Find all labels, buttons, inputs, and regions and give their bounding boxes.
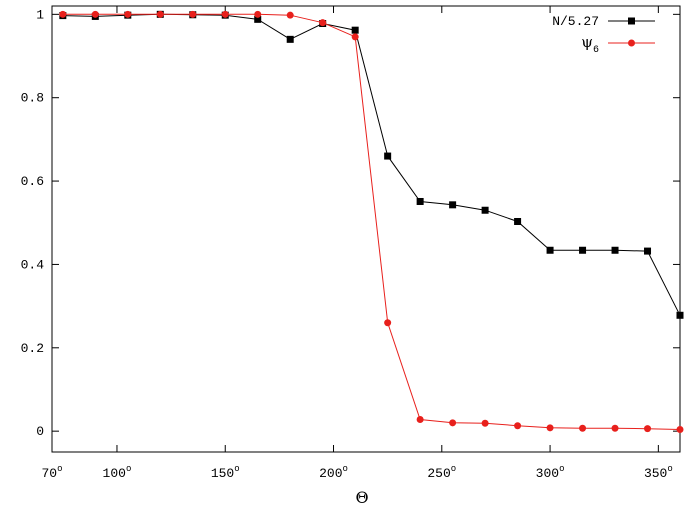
- data-point-circle: [416, 415, 424, 423]
- x-tick-label-value: 200: [319, 466, 342, 481]
- plot-frame: [51, 5, 681, 453]
- data-point-square: [416, 197, 424, 205]
- data-point-square: [384, 152, 392, 160]
- x-tick-label: 350o: [644, 464, 673, 481]
- x-tick-label-degree: o: [667, 464, 672, 474]
- data-point-circle: [384, 319, 392, 327]
- y-tick-label: 0.8: [21, 91, 44, 106]
- x-tick-label: 150o: [211, 464, 240, 481]
- data-point-square: [546, 246, 554, 254]
- x-tick-label: 70o: [41, 464, 62, 481]
- data-point-square: [644, 247, 652, 255]
- x-tick-label-value: 300: [536, 466, 559, 481]
- x-tick-label-degree: o: [343, 464, 348, 474]
- data-point-square: [514, 217, 522, 225]
- x-tick-label: 100o: [103, 464, 132, 481]
- series-line-2: [62, 13, 681, 430]
- legend-label-2: ψ6: [581, 33, 599, 56]
- data-point-circle: [514, 422, 522, 430]
- data-point-circle: [546, 424, 554, 432]
- data-point-circle: [156, 10, 164, 18]
- x-tick-label: 300o: [536, 464, 565, 481]
- data-point-square: [579, 246, 587, 254]
- data-point-circle: [676, 425, 684, 433]
- data-point-circle: [579, 424, 587, 432]
- data-point-circle: [189, 10, 197, 18]
- legend-label-name: ψ: [581, 33, 593, 51]
- x-tick-label: 250o: [427, 464, 456, 481]
- series-line-1: [62, 13, 681, 316]
- data-point-circle: [286, 11, 294, 19]
- x-tick-label-degree: o: [559, 464, 564, 474]
- data-point-circle: [91, 10, 99, 18]
- x-tick-label-degree: o: [126, 464, 131, 474]
- data-point-circle: [644, 425, 652, 433]
- data-point-circle: [254, 10, 262, 18]
- data-point-square: [286, 35, 294, 43]
- x-tick-label: 200o: [319, 464, 348, 481]
- legend-marker-circle: [628, 39, 635, 47]
- data-point-circle: [351, 33, 359, 41]
- x-tick-label-value: 150: [211, 466, 234, 481]
- y-tick-label: 1: [36, 7, 44, 22]
- x-axis-title: Θ: [355, 488, 368, 507]
- y-tick-label: 0.4: [21, 257, 45, 272]
- legend-marker-square: [628, 17, 635, 25]
- data-point-circle: [124, 10, 132, 18]
- data-point-square: [351, 26, 359, 34]
- data-point-square: [449, 201, 457, 209]
- series-layer: [59, 10, 684, 433]
- data-point-circle: [59, 10, 67, 18]
- data-point-circle: [611, 424, 619, 432]
- data-point-square: [611, 246, 619, 254]
- x-tick-label-value: 100: [103, 466, 126, 481]
- y-tick-label: 0.2: [21, 341, 44, 356]
- y-tick-label: 0.6: [21, 174, 44, 189]
- x-tick-label-value: 250: [427, 466, 450, 481]
- data-point-circle: [481, 419, 489, 427]
- x-tick-label-value: 70: [41, 466, 57, 481]
- data-point-circle: [319, 19, 327, 27]
- x-tick-label-degree: o: [57, 464, 62, 474]
- x-tick-label-degree: o: [451, 464, 456, 474]
- data-point-circle: [221, 10, 229, 18]
- x-tick-label-degree: o: [234, 464, 239, 474]
- legend: N/5.27 ψ6: [552, 14, 655, 56]
- data-point-square: [481, 206, 489, 214]
- data-point-square: [254, 15, 262, 23]
- legend-label-1: N/5.27: [552, 14, 599, 29]
- y-tick-label: 0: [36, 424, 44, 439]
- x-tick-label-value: 350: [644, 466, 667, 481]
- data-point-square: [676, 311, 684, 319]
- data-point-circle: [449, 419, 457, 427]
- legend-label-name: N/5.27: [552, 14, 599, 29]
- legend-label-subscript: 6: [593, 45, 599, 56]
